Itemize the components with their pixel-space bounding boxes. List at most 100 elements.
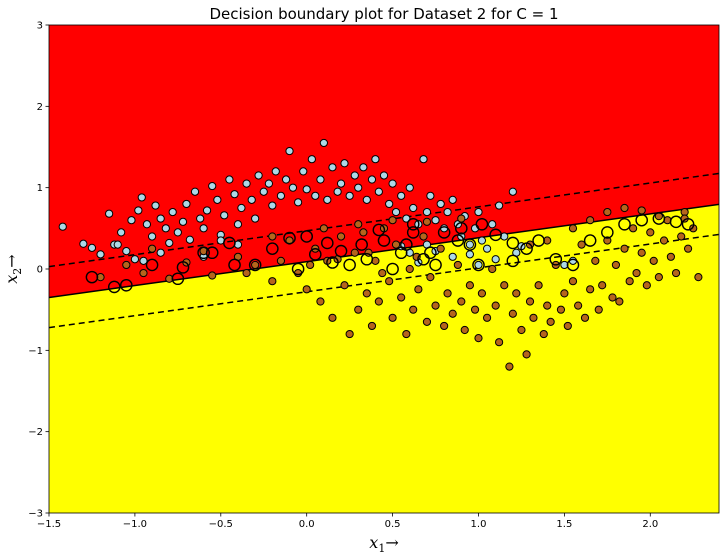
point-class-0: [156, 248, 165, 257]
chart-title: Decision boundary plot for Dataset 2 for…: [209, 5, 558, 23]
support-vector-ring: [437, 226, 451, 239]
support-vector-ring: [248, 258, 262, 272]
point-class-1: [666, 252, 675, 261]
point-class-1: [336, 232, 346, 241]
point-class-0: [281, 175, 291, 184]
point-class-0: [307, 155, 316, 164]
point-class-1: [529, 313, 538, 322]
point-class-0: [142, 220, 152, 229]
point-class-1: [367, 321, 377, 331]
point-class-1: [208, 271, 217, 280]
point-class-0: [405, 183, 414, 192]
point-class-1: [608, 293, 617, 302]
point-class-0: [474, 260, 483, 270]
point-class-0: [151, 201, 160, 210]
point-class-1: [620, 244, 629, 253]
support-vector-ring: [171, 272, 185, 286]
point-class-1: [649, 256, 658, 265]
point-class-0: [233, 220, 243, 229]
point-class-0: [199, 224, 208, 233]
point-class-0: [482, 244, 492, 253]
point-class-1: [620, 203, 629, 213]
point-class-1: [268, 277, 277, 286]
support-vector-ring: [176, 261, 190, 274]
support-vector-ring: [377, 234, 391, 247]
support-vector-ring: [360, 252, 374, 266]
y-tick-label: −1: [28, 346, 43, 357]
point-class-0: [122, 247, 131, 256]
support-vector-ring: [85, 270, 99, 284]
point-class-1: [654, 273, 663, 282]
point-class-1: [603, 236, 612, 245]
point-class-0: [182, 199, 191, 209]
point-class-0: [190, 187, 200, 196]
support-vector-ring: [145, 258, 159, 272]
point-class-1: [500, 281, 509, 290]
point-class-0: [230, 190, 239, 199]
x-tick-label: −1.0: [123, 519, 147, 530]
point-class-0: [419, 155, 428, 164]
point-class-0: [202, 206, 212, 215]
support-vector-ring: [455, 222, 468, 235]
point-class-0: [316, 175, 325, 184]
support-vector-ring: [532, 234, 545, 247]
point-class-0: [397, 191, 406, 200]
support-vector-ring: [321, 236, 334, 250]
point-class-0: [345, 191, 354, 200]
point-class-0: [436, 199, 445, 209]
point-class-1: [340, 281, 349, 290]
point-class-1: [251, 260, 260, 270]
point-class-1: [598, 281, 607, 290]
support-vector-ring: [400, 238, 413, 251]
point-class-0: [294, 198, 303, 207]
point-class-0: [385, 199, 394, 209]
point-class-0: [220, 211, 229, 220]
point-class-1: [517, 325, 526, 335]
point-class-0: [379, 171, 389, 180]
support-vector-ring: [618, 217, 631, 231]
support-vector-ring: [308, 248, 322, 261]
point-class-1: [388, 313, 397, 322]
point-class-1: [362, 289, 371, 298]
support-vector-ring: [463, 238, 477, 251]
point-class-0: [225, 175, 234, 184]
upper-region: [49, 25, 719, 298]
point-class-0: [105, 209, 114, 218]
x-tick-label: 0.5: [385, 519, 401, 530]
point-class-1: [560, 289, 569, 298]
point-class-0: [371, 155, 380, 164]
point-class-1: [512, 289, 521, 298]
point-class-1: [637, 248, 646, 257]
point-class-1: [422, 317, 432, 326]
point-class-0: [333, 187, 342, 196]
point-class-0: [319, 138, 328, 148]
point-class-1: [632, 268, 641, 278]
point-class-1: [359, 228, 368, 237]
point-class-0: [247, 195, 256, 204]
support-vector-ring: [451, 234, 465, 247]
point-class-1: [574, 301, 583, 310]
point-class-1: [603, 207, 612, 217]
support-vector-ring: [520, 242, 533, 255]
point-class-0: [448, 252, 457, 261]
point-class-0: [340, 159, 349, 168]
point-class-1: [625, 277, 634, 286]
point-class-0: [465, 250, 474, 259]
point-class-1: [482, 313, 492, 322]
support-vector-ring: [197, 246, 210, 260]
point-class-1: [568, 224, 578, 233]
point-class-1: [694, 273, 703, 282]
point-class-1: [637, 206, 646, 215]
y-tick-label: 1: [37, 183, 43, 194]
point-class-1: [465, 281, 474, 290]
point-class-1: [568, 277, 578, 286]
support-vector-ring: [107, 280, 121, 294]
decision-boundary-line: [49, 203, 719, 299]
point-class-1: [328, 313, 337, 322]
point-class-0: [251, 214, 260, 223]
point-class-0: [426, 191, 435, 200]
support-vector-ring: [334, 244, 348, 258]
y-tick-label: 2: [37, 102, 43, 113]
point-class-1: [345, 329, 354, 339]
decision-regions: [49, 25, 719, 513]
